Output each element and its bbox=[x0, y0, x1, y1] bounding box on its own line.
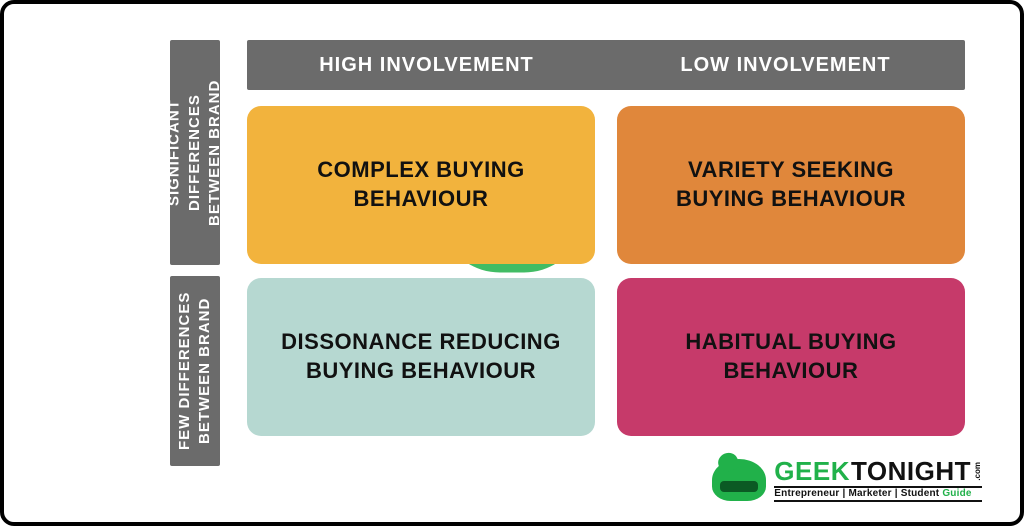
row-label-significant-differences: SIGNIFICANT DIFFERENCESBETWEEN BRAND bbox=[170, 40, 220, 265]
brand-tagline: Entrepreneur | Marketer | Student Guide bbox=[774, 486, 982, 502]
card-variety-seeking: VARIETY SEEKINGBUYING BEHAVIOUR bbox=[617, 106, 965, 264]
card-label: COMPLEX BUYINGBEHAVIOUR bbox=[317, 156, 524, 213]
card-label: VARIETY SEEKINGBUYING BEHAVIOUR bbox=[676, 156, 906, 213]
brand-word-tonight: TONIGHT bbox=[851, 458, 971, 484]
column-header-high-involvement: HIGH INVOLVEMENT bbox=[247, 54, 606, 77]
diagram-content: TO SIGNIFICANT DIFFERENCESBETWEEN BRAND … bbox=[32, 26, 992, 504]
card-dissonance-reducing: DISSONANCE REDUCINGBUYING BEHAVIOUR bbox=[247, 278, 595, 436]
brand-mark: GEEKTONIGHT .com Entrepreneur | Marketer… bbox=[712, 458, 982, 502]
column-header-low-involvement: LOW INVOLVEMENT bbox=[606, 54, 965, 77]
brand-logo-icon bbox=[712, 459, 766, 501]
row-label-few-differences: FEW DIFFERENCESBETWEEN BRAND bbox=[170, 276, 220, 466]
tagline-marketer: Marketer bbox=[848, 488, 891, 499]
tagline-student: Student bbox=[901, 488, 940, 499]
column-header-bar: HIGH INVOLVEMENT LOW INVOLVEMENT bbox=[247, 40, 965, 90]
diagram-frame: TO SIGNIFICANT DIFFERENCESBETWEEN BRAND … bbox=[0, 0, 1024, 526]
tagline-entrepreneur: Entrepreneur bbox=[774, 488, 839, 499]
card-habitual-buying: HABITUAL BUYINGBEHAVIOUR bbox=[617, 278, 965, 436]
card-label: HABITUAL BUYINGBEHAVIOUR bbox=[685, 328, 896, 385]
brand-suffix: .com bbox=[974, 462, 982, 481]
card-complex-buying: COMPLEX BUYINGBEHAVIOUR bbox=[247, 106, 595, 264]
card-label: DISSONANCE REDUCINGBUYING BEHAVIOUR bbox=[281, 328, 561, 385]
brand-word-geek: GEEK bbox=[774, 458, 850, 484]
brand-text-block: GEEKTONIGHT .com Entrepreneur | Marketer… bbox=[774, 458, 982, 502]
tagline-guide: Guide bbox=[942, 488, 971, 499]
